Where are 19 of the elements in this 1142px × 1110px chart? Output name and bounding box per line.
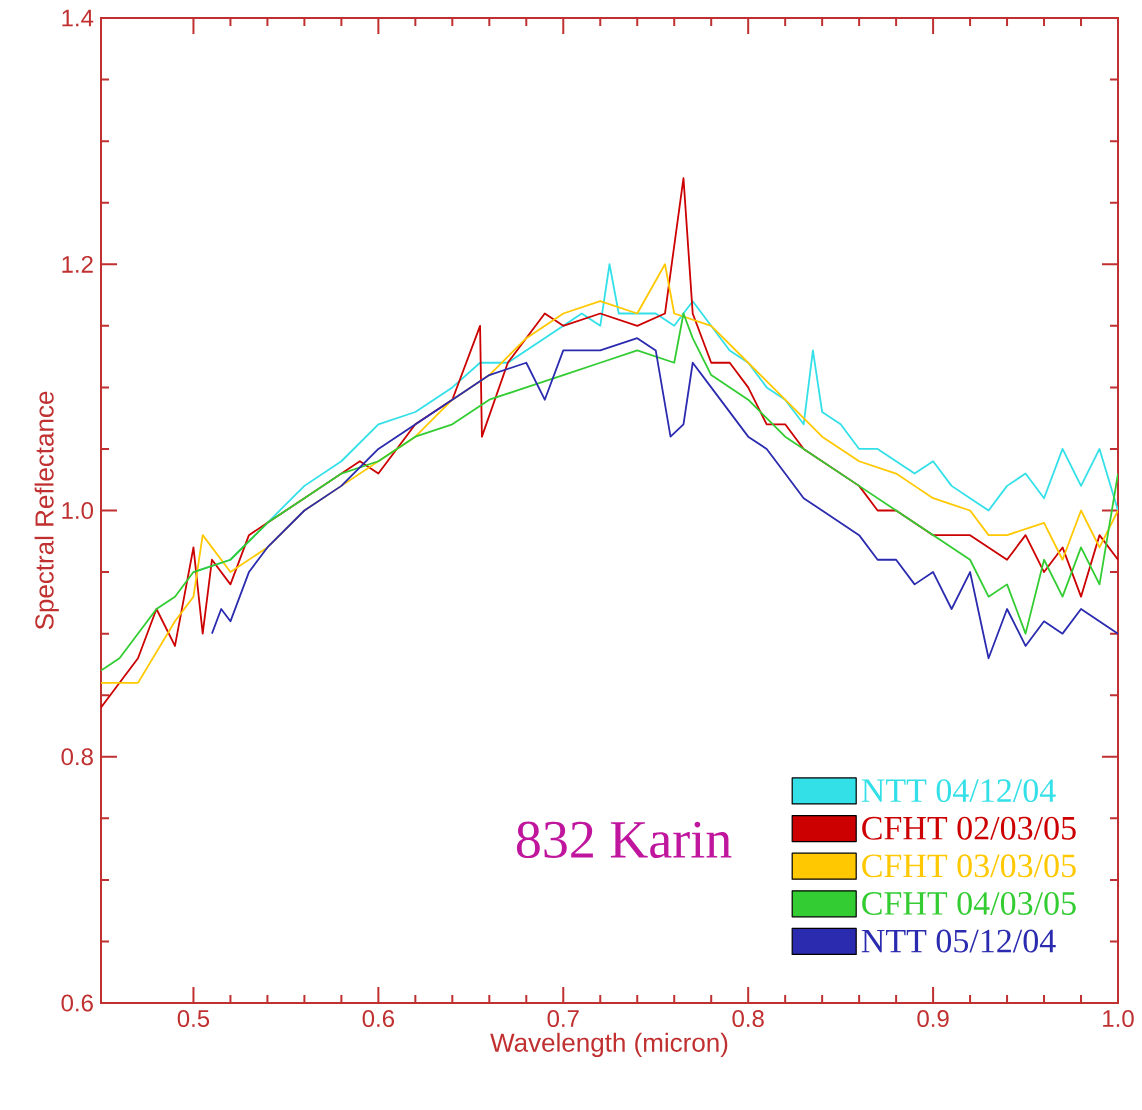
x-tick-label: 0.7 xyxy=(547,1010,579,1028)
y-tick-label: 1.0 xyxy=(62,502,94,519)
legend-label: CFHT 03/03/05 xyxy=(862,854,1076,878)
legend-label: CFHT 02/03/05 xyxy=(862,816,1076,840)
x-tick-label: 0.8 xyxy=(732,1010,764,1028)
annotation: 832 Karin xyxy=(516,821,732,859)
x-tick-label: 1.0 xyxy=(1103,1010,1134,1028)
x-axis-title: Wavelength (micron) xyxy=(490,1032,728,1058)
legend-label: NTT 04/12/04 xyxy=(861,779,1056,803)
legend-label: NTT 05/12/04 xyxy=(861,929,1056,953)
legend-label: CFHT 04/03/05 xyxy=(862,891,1076,915)
y-tick-label: 0.6 xyxy=(61,994,93,1012)
x-tick-label: 0.5 xyxy=(177,1010,210,1028)
x-tick-label: 0.9 xyxy=(917,1010,949,1028)
y-tick-label: 1.4 xyxy=(62,9,94,27)
y-axis-title: Spectral Reflectance xyxy=(34,391,59,630)
x-tick-label: 0.6 xyxy=(362,1010,394,1028)
y-tick-label: 1.2 xyxy=(62,255,93,273)
y-tick-label: 0.8 xyxy=(61,748,93,766)
